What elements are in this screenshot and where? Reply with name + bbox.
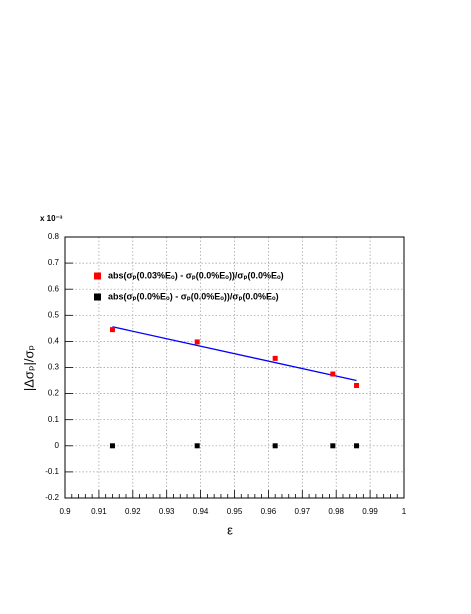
y-tick-label: 0.6 [48, 284, 60, 293]
point [194, 443, 200, 449]
x-tick-label: 0.92 [125, 507, 141, 516]
y-tick-label: 0.5 [48, 310, 60, 319]
plot-frame [64, 236, 405, 499]
point [272, 355, 278, 361]
x-tick-label: 0.93 [159, 507, 175, 516]
x-tick-label: 0.95 [227, 507, 243, 516]
y-axis-label: |Δσₚ|/σₚ [21, 345, 36, 391]
x-tick-label: 0.9 [59, 507, 71, 516]
y-tick-label: 0.2 [48, 389, 60, 398]
point [330, 443, 336, 449]
point [194, 339, 200, 345]
y-tick-label: -0.2 [45, 493, 59, 502]
x-tick-label: 0.94 [193, 507, 209, 516]
point [272, 443, 278, 449]
legend-marker [94, 272, 101, 280]
x-tick-label: 0.97 [295, 507, 311, 516]
y-tick-label: 0.4 [48, 337, 60, 346]
y-multiplier: x 10⁻³ [40, 214, 63, 223]
x-tick-label: 0.99 [362, 507, 378, 516]
point [354, 443, 360, 449]
y-tick-label: -0.1 [45, 467, 59, 476]
point [109, 327, 115, 333]
fit-line [112, 326, 357, 382]
y-tick-label: 0.3 [48, 363, 60, 372]
y-tick-label: 0.7 [48, 258, 60, 267]
x-tick-label: 0.96 [261, 507, 277, 516]
point [354, 383, 360, 389]
legend-marker [94, 293, 101, 301]
y-tick-label: 0 [55, 441, 60, 450]
x-tick-label: 0.91 [91, 507, 107, 516]
y-tick-label: 0.8 [48, 232, 60, 241]
x-axis-label: ε [227, 522, 233, 537]
x-tick-label: 0.98 [328, 507, 344, 516]
legend-label: abs(σₚ(0.03%Eₒ) - σₚ(0.0%Eₒ))/σₚ(0.0%Eₒ) [108, 270, 284, 280]
y-tick-label: 0.1 [48, 415, 60, 424]
x-tick-label: 1 [402, 507, 407, 516]
legend-label: abs(σₚ(0.0%Eₒ) - σₚ(0.0%Eₒ))/σₚ(0.0%Eₒ) [108, 291, 279, 301]
point [109, 443, 115, 449]
point [330, 371, 336, 377]
